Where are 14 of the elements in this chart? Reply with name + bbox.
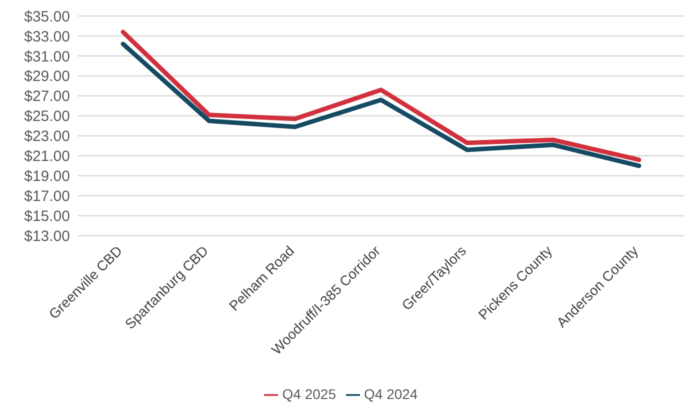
y-tick-label: $19.00 bbox=[24, 168, 70, 186]
legend-label: Q4 2025 bbox=[282, 386, 336, 402]
y-tick-label: $33.00 bbox=[24, 28, 70, 46]
y-tick-label: $31.00 bbox=[24, 48, 70, 66]
y-tick-label: $29.00 bbox=[24, 68, 70, 86]
y-tick-label: $25.00 bbox=[24, 108, 70, 126]
y-tick-label: $27.00 bbox=[24, 88, 70, 106]
legend-label: Q4 2024 bbox=[364, 386, 418, 402]
y-tick-label: $13.00 bbox=[24, 228, 70, 246]
y-tick-label: $15.00 bbox=[24, 208, 70, 226]
y-tick-label: $23.00 bbox=[24, 128, 70, 146]
y-tick-label: $17.00 bbox=[24, 188, 70, 206]
y-tick-label: $21.00 bbox=[24, 148, 70, 166]
y-tick-label: $35.00 bbox=[24, 8, 70, 26]
